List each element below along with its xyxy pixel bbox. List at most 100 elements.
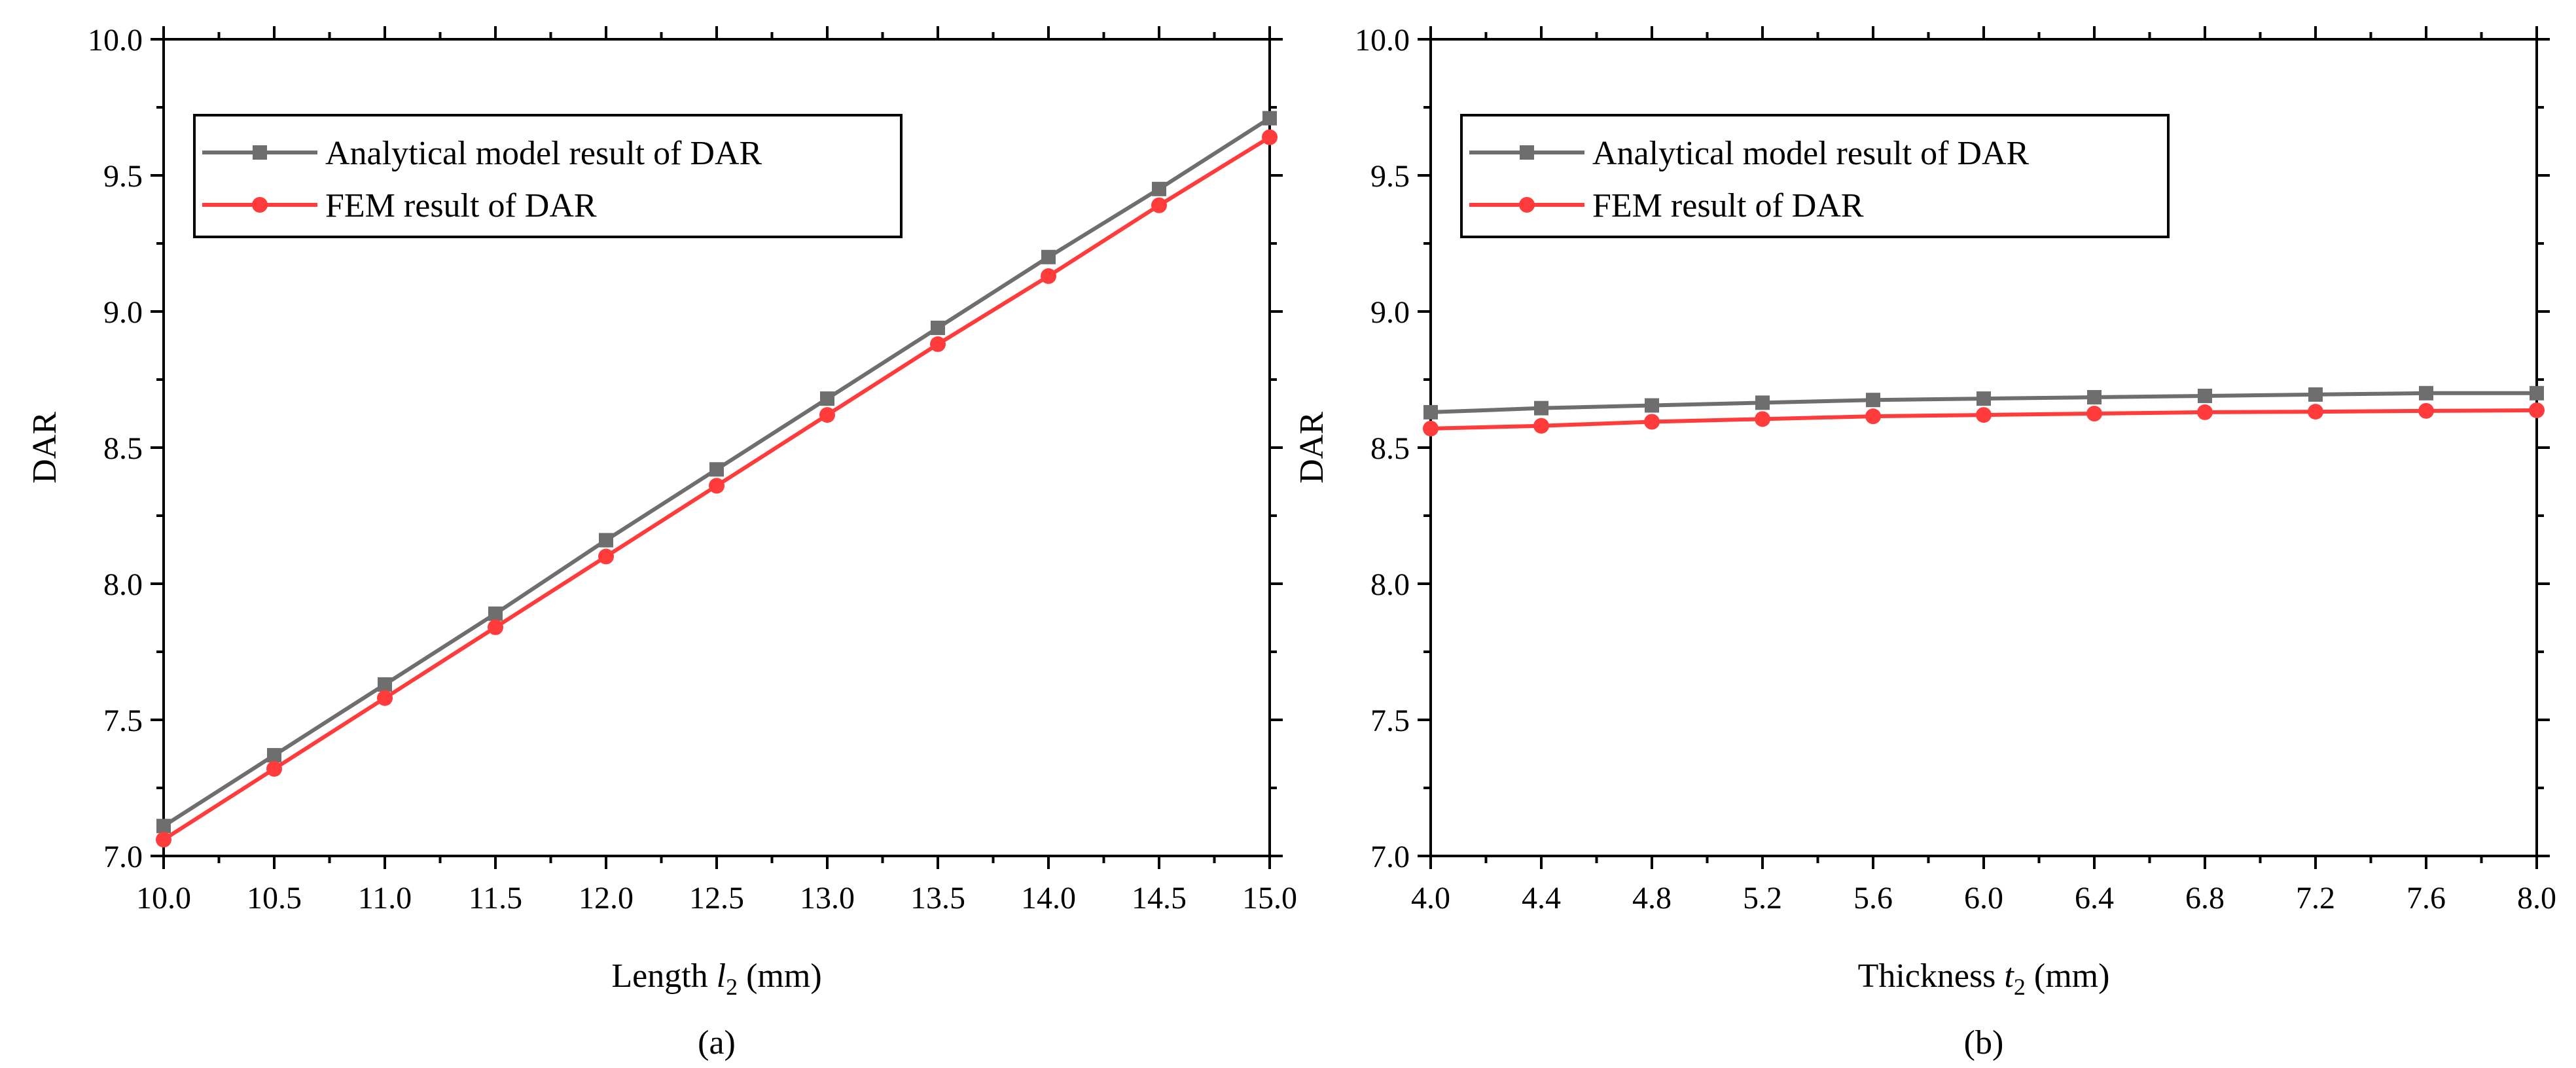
x-axis-title: Length l2 (mm)	[611, 957, 821, 1000]
data-point-square	[709, 462, 724, 477]
x-tick-label: 12.0	[579, 881, 634, 916]
data-point-square	[1755, 395, 1770, 410]
x-tick-label: 7.6	[2406, 881, 2446, 916]
y-tick-label: 7.0	[103, 840, 143, 874]
y-tick-label: 10.0	[1355, 23, 1410, 58]
x-tick-label: 13.0	[800, 881, 855, 916]
data-point-circle	[709, 478, 724, 494]
data-point-circle	[488, 619, 503, 635]
data-point-square	[2308, 387, 2323, 402]
x-tick-label: 14.0	[1021, 881, 1076, 916]
data-point-circle	[2529, 402, 2545, 419]
x-tick-label: 6.4	[2075, 881, 2114, 916]
data-point-circle	[2086, 406, 2102, 421]
data-point-square	[2530, 385, 2544, 400]
legend-label: FEM result of DAR	[1592, 187, 1864, 224]
y-tick-label: 10.0	[88, 23, 143, 58]
y-tick-label: 9.5	[103, 159, 143, 194]
x-tick-label: 11.5	[469, 881, 522, 916]
y-tick-label: 8.0	[1370, 567, 1410, 602]
data-point-square	[820, 391, 834, 406]
data-point-circle	[2308, 404, 2323, 420]
data-point-square	[2198, 388, 2212, 403]
legend: Analytical model result of DAR FEM result…	[193, 114, 903, 238]
data-point-square	[1866, 393, 1880, 408]
x-tick-label: 13.5	[910, 881, 965, 916]
legend-box	[193, 114, 903, 238]
data-point-circle	[2197, 404, 2213, 420]
y-tick-label: 9.0	[103, 295, 143, 330]
legend-label: FEM result of DAR	[325, 187, 597, 224]
legend-label: Analytical model result of DAR	[1592, 135, 2030, 172]
chart-panel-a: 10.0 10.5 11.0 11.5 12.0 12.5 13.0 13.5 14.0 14.5…	[26, 23, 1297, 1061]
data-point-square	[378, 677, 392, 692]
data-point-circle	[377, 690, 393, 706]
data-point-circle	[1423, 420, 1439, 436]
x-tick-label: 5.2	[1743, 881, 1782, 916]
y-tick-label: 7.5	[1370, 703, 1410, 738]
y-tick-label: 7.5	[103, 703, 143, 738]
data-point-circle	[1865, 408, 1881, 425]
y-tick-label: 9.0	[1370, 295, 1410, 330]
data-point-square	[488, 606, 503, 621]
data-point-circle	[1644, 414, 1660, 430]
legend-swatch-square	[253, 145, 267, 160]
x-tick-label: 4.4	[1522, 881, 1561, 916]
data-point-square	[1423, 404, 1438, 419]
data-point-circle	[266, 760, 282, 777]
y-tick-label: 8.0	[103, 567, 143, 602]
data-point-circle	[1976, 407, 1992, 423]
data-point-square	[2087, 390, 2102, 405]
chart-panel-b: 4.0 4.4 4.8 5.2 5.6 6.0 6.4 6.8 7.2 7.6 8.0 7.0 7.5 8…	[1293, 23, 2556, 1061]
legend-swatch-circle	[252, 197, 268, 213]
legend-swatch-circle	[1519, 197, 1535, 213]
data-point-circle	[598, 548, 614, 565]
x-tick-label: 15.0	[1242, 881, 1297, 916]
y-axis-title: DAR	[26, 412, 63, 484]
data-point-square	[1262, 111, 1277, 126]
data-point-circle	[819, 407, 835, 423]
panel-label: (a)	[698, 1024, 736, 1061]
y-tick-label: 8.5	[103, 431, 143, 466]
data-point-circle	[1151, 197, 1167, 213]
y-axis-title: DAR	[1293, 412, 1331, 484]
data-point-circle	[1041, 268, 1056, 284]
x-tick-label: 6.8	[2185, 881, 2225, 916]
x-tick-label: 6.0	[1964, 881, 2003, 916]
x-axis-title: Thickness t2 (mm)	[1858, 957, 2110, 1000]
data-point-square	[2419, 385, 2433, 400]
data-point-circle	[2418, 402, 2434, 419]
data-point-square	[1645, 398, 1659, 413]
data-point-square	[599, 533, 613, 548]
data-point-circle	[1755, 411, 1770, 427]
data-point-circle	[1533, 418, 1549, 434]
x-tick-label: 7.2	[2296, 881, 2335, 916]
y-tick-label: 7.0	[1370, 840, 1410, 874]
data-point-square	[931, 320, 945, 335]
data-point-square	[1534, 400, 1548, 416]
data-point-square	[1977, 391, 1991, 406]
x-tick-label: 12.5	[689, 881, 744, 916]
legend-swatch-square	[1520, 145, 1534, 160]
data-point-square	[1041, 249, 1056, 264]
x-tick-label: 5.6	[1853, 881, 1893, 916]
data-point-square	[267, 748, 281, 763]
x-tick-label: 14.5	[1132, 881, 1187, 916]
legend: Analytical model result of DAR FEM result…	[1460, 114, 2170, 238]
legend-box	[1460, 114, 2170, 238]
data-point-square	[156, 819, 171, 834]
x-tick-label: 8.0	[2517, 881, 2556, 916]
x-tick-label: 10.5	[247, 881, 302, 916]
x-tick-label: 4.0	[1411, 881, 1450, 916]
data-point-circle	[930, 336, 946, 352]
x-tick-label: 11.0	[358, 881, 412, 916]
data-point-circle	[1262, 129, 1278, 145]
data-point-circle	[156, 832, 171, 848]
data-point-square	[1152, 181, 1166, 196]
panel-label: (b)	[1964, 1024, 2004, 1061]
y-tick-label: 9.5	[1370, 159, 1410, 194]
legend-label: Analytical model result of DAR	[325, 135, 762, 172]
x-tick-label: 4.8	[1632, 881, 1672, 916]
x-tick-label: 10.0	[136, 881, 191, 916]
